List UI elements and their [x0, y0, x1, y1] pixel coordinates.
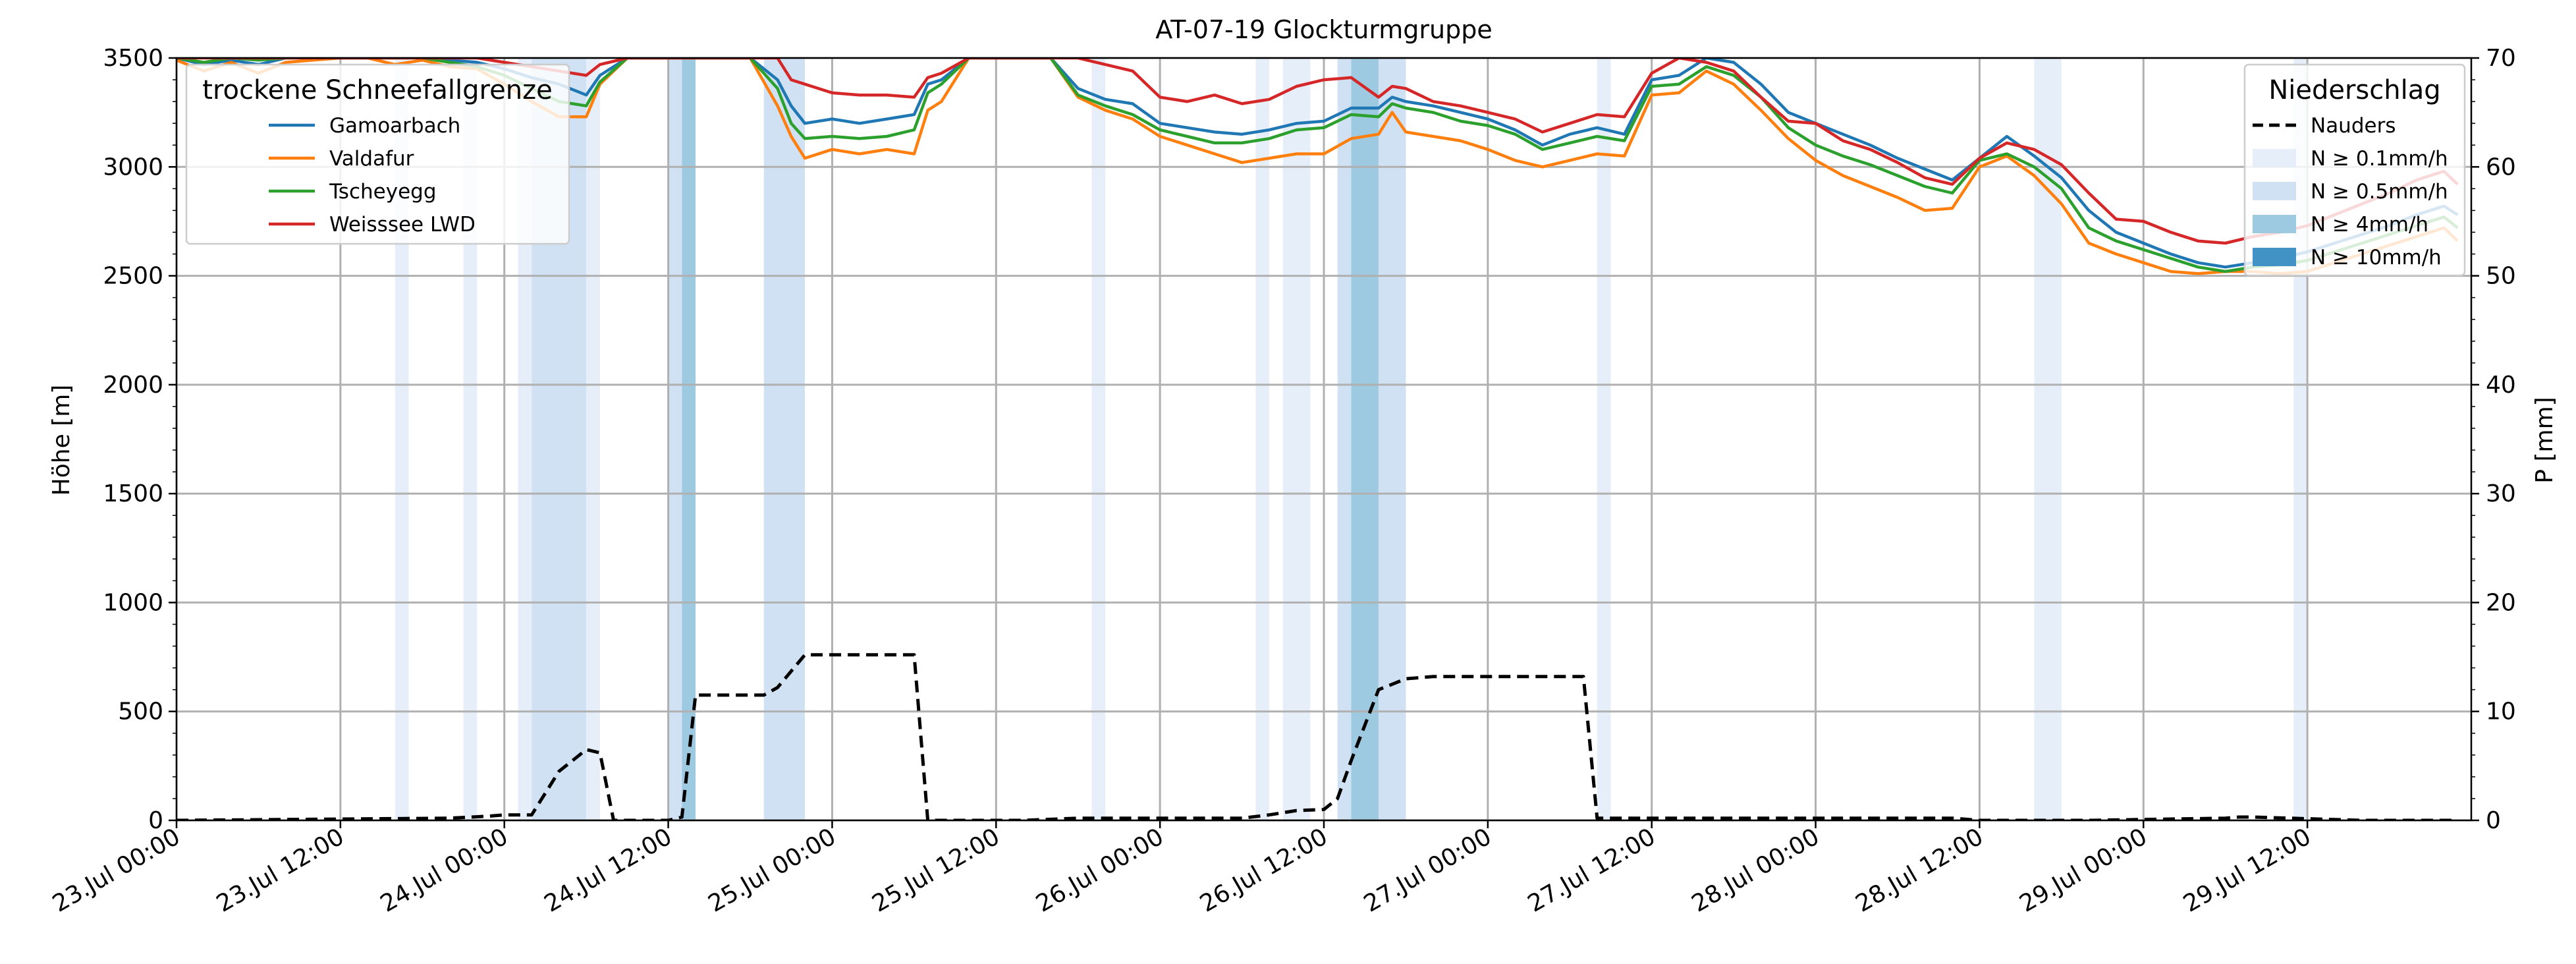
precip-band: [2034, 58, 2062, 820]
legend-snowline-frame: [185, 63, 570, 245]
legend-label: Weisssee LWD: [329, 213, 476, 237]
legend-label: Valdafur: [329, 147, 414, 171]
y-tick-label: 500: [118, 698, 163, 725]
precip-band: [1378, 58, 1406, 820]
series-line: [177, 58, 2459, 269]
precip-bands: [395, 58, 2308, 820]
legend-swatch: [2253, 149, 2296, 167]
y2-tick-label: 10: [2486, 698, 2516, 725]
y2-tick-label: 60: [2486, 154, 2516, 181]
y-tick-label: 1000: [103, 589, 163, 616]
y-tick-label: 3000: [103, 154, 163, 181]
precip-line: [177, 653, 2458, 820]
y2-tick-label: 40: [2486, 372, 2516, 399]
precip-band: [586, 58, 600, 820]
legend-label: Gamoarbach: [329, 114, 460, 138]
y-tick-label: 0: [148, 807, 163, 834]
legend-precip-title: Niederschlag: [2268, 75, 2440, 105]
series-line: [177, 58, 2459, 273]
precip-band: [395, 58, 409, 820]
y-tick-label: 3500: [103, 45, 163, 72]
legend-swatch: [2253, 215, 2296, 233]
y2-tick-label: 70: [2486, 45, 2516, 72]
legend-snowline: trockene Schneefallgrenze Gamoarbach Valda…: [185, 63, 570, 245]
precip-band: [1255, 58, 1270, 820]
legend-label: N ≥ 0.1mm/h: [2311, 147, 2448, 171]
precip-band: [463, 58, 478, 820]
y2-axis-title: P [mm]: [2531, 397, 2558, 483]
legend-swatch: [2253, 182, 2296, 200]
legend-label: N ≥ 0.5mm/h: [2311, 180, 2448, 204]
precip-band: [518, 58, 532, 820]
precip-band: [763, 58, 805, 820]
y2-tick-label: 50: [2486, 263, 2516, 290]
chart-title: AT-07-19 Glockturmgruppe: [1155, 15, 1493, 44]
series-line: [177, 58, 2459, 275]
legend-label: N ≥ 4mm/h: [2311, 213, 2428, 237]
precip-band: [682, 58, 696, 820]
precip-series: [177, 653, 2458, 820]
legend-label: Tscheyegg: [329, 180, 437, 204]
precip-band: [1282, 58, 1311, 820]
y-tick-label: 2500: [103, 263, 163, 290]
y-tick-label: 2000: [103, 372, 163, 399]
precip-band: [1091, 58, 1106, 820]
y-tick-label: 1500: [103, 480, 163, 507]
legend-swatch: [2253, 248, 2296, 266]
precip-band: [668, 58, 682, 820]
precip-band: [1597, 58, 1611, 820]
y2-tick-label: 20: [2486, 589, 2516, 616]
series-line: [177, 58, 2459, 245]
precip-band: [1351, 58, 1379, 820]
y2-tick-label: 30: [2486, 480, 2516, 507]
legend-label: N ≥ 10mm/h: [2311, 246, 2442, 269]
legend-snowline-title: trockene Schneefallgrenze: [202, 75, 552, 105]
y2-tick-label: 0: [2486, 807, 2501, 834]
y-axis-title: Höhe [m]: [48, 385, 75, 496]
precip-band: [1337, 58, 1352, 820]
legend-label: Nauders: [2311, 114, 2396, 138]
legend-precip: Niederschlag Nauders N ≥ 0.1mm/h N ≥ 0.5mm/…: [2243, 63, 2466, 277]
legend-precip-frame: [2243, 63, 2466, 277]
snowline-series: [177, 58, 2459, 275]
